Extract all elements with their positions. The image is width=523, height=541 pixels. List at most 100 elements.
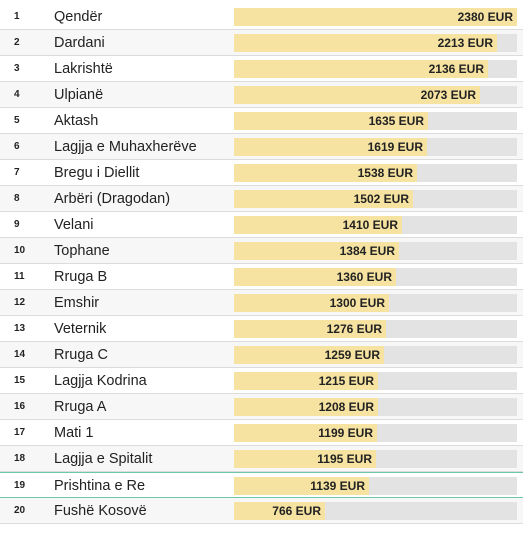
bar-track: 1360 EUR (234, 268, 517, 286)
bar-value-label: 1360 EUR (336, 270, 392, 284)
bar-value-label: 1208 EUR (318, 400, 374, 414)
bar (234, 398, 378, 416)
bar-track: 1276 EUR (234, 320, 517, 338)
bar (234, 294, 389, 312)
bar-value-label: 1538 EUR (357, 166, 413, 180)
bar-value-label: 1195 EUR (317, 452, 372, 466)
table-row: 2 Dardani 2213 EUR (0, 30, 523, 56)
bar (234, 60, 488, 78)
bar (234, 346, 384, 364)
bar-track: 1502 EUR (234, 190, 517, 208)
table-row: 7 Bregu i Diellit 1538 EUR (0, 160, 523, 186)
bar-track: 1635 EUR (234, 112, 517, 130)
neighborhood-name: Rruga C (54, 347, 108, 363)
neighborhood-name: Qendër (54, 9, 103, 25)
neighborhood-name: Veternik (54, 321, 107, 337)
bar-value-label: 1410 EUR (342, 218, 398, 232)
bar-track: 1208 EUR (234, 398, 517, 416)
table-row: 14 Rruga C 1259 EUR (0, 342, 523, 368)
table-row: 11 Rruga B 1360 EUR (0, 264, 523, 290)
bar (234, 164, 417, 182)
bar-track: 2073 EUR (234, 86, 517, 104)
neighborhood-name: Lakrishtë (54, 61, 113, 77)
neighborhood-name: Arbëri (Dragodan) (54, 191, 171, 207)
neighborhood-name: Tophane (54, 243, 110, 259)
bar (234, 424, 377, 442)
bar-track: 1300 EUR (234, 294, 517, 312)
bar-value-label: 1215 EUR (318, 374, 374, 388)
table-row: 8 Arbëri (Dragodan) 1502 EUR (0, 186, 523, 212)
rank-number: 19 (14, 480, 26, 491)
bar (234, 112, 428, 130)
rank-number: 18 (14, 453, 26, 464)
bar-track: 1259 EUR (234, 346, 517, 364)
neighborhood-name: Aktash (54, 113, 99, 129)
rank-number: 6 (14, 141, 20, 152)
rank-number: 4 (14, 89, 20, 100)
table-row: 20 Fushë Kosovë 766 EUR (0, 498, 523, 524)
table-row: 6 Lagjja e Muhaxherëve 1619 EUR (0, 134, 523, 160)
neighborhood-name: Prishtina e Re (54, 478, 146, 494)
bar-track: 1195 EUR (234, 450, 517, 468)
rank-number: 15 (14, 375, 26, 386)
rank-number: 12 (14, 297, 26, 308)
neighborhood-name: Rruga A (54, 399, 107, 415)
table-row: 16 Rruga A 1208 EUR (0, 394, 523, 420)
bar-track: 766 EUR (234, 502, 517, 520)
bar (234, 34, 497, 52)
bar (234, 477, 369, 495)
table-row: 13 Veternik 1276 EUR (0, 316, 523, 342)
rank-number: 16 (14, 401, 26, 412)
rank-number: 14 (14, 349, 26, 360)
bar-track: 1538 EUR (234, 164, 517, 182)
rank-number: 20 (14, 505, 26, 516)
bar (234, 138, 427, 156)
bar-value-label: 1384 EUR (339, 244, 395, 258)
bar (234, 268, 396, 286)
neighborhood-name: Emshir (54, 295, 100, 311)
bar (234, 372, 378, 390)
bar-value-label: 2073 EUR (420, 88, 476, 102)
bar-value-label: 2136 EUR (428, 62, 484, 76)
table-row: 12 Emshir 1300 EUR (0, 290, 523, 316)
bar (234, 190, 413, 208)
neighborhood-name: Dardani (54, 35, 105, 51)
rank-number: 8 (14, 193, 20, 204)
table-row: 1 Qendër 2380 EUR (0, 4, 523, 30)
rank-number: 13 (14, 323, 26, 334)
table-row: 3 Lakrishtë 2136 EUR (0, 56, 523, 82)
rank-number: 11 (14, 271, 25, 282)
bar (234, 320, 386, 338)
bar-value-label: 1619 EUR (367, 140, 423, 154)
table-row: 17 Mati 1 1199 EUR (0, 420, 523, 446)
rank-number: 1 (14, 11, 20, 22)
rank-number: 10 (14, 245, 26, 256)
table-row: 10 Tophane 1384 EUR (0, 238, 523, 264)
neighborhood-name: Fushë Kosovë (54, 503, 147, 519)
table-row: 9 Velani 1410 EUR (0, 212, 523, 238)
neighborhood-name: Velani (54, 217, 94, 233)
bar-value-label: 2380 EUR (457, 10, 513, 24)
neighborhood-name: Mati 1 (54, 425, 94, 441)
rank-number: 9 (14, 219, 20, 230)
bar-track: 2136 EUR (234, 60, 517, 78)
table-row: 15 Lagjja Kodrina 1215 EUR (0, 368, 523, 394)
bar-value-label: 1635 EUR (368, 114, 424, 128)
bar (234, 86, 480, 104)
neighborhood-name: Lagjja e Spitalit (54, 451, 153, 467)
rank-number: 17 (14, 427, 26, 438)
bar-value-label: 2213 EUR (437, 36, 493, 50)
table-row: 19 Prishtina e Re 1139 EUR (0, 472, 523, 498)
bar-value-label: 1259 EUR (324, 348, 380, 362)
neighborhood-name: Lagjja Kodrina (54, 373, 147, 389)
bar (234, 216, 402, 234)
neighborhood-name: Bregu i Diellit (54, 165, 140, 181)
rank-number: 3 (14, 63, 20, 74)
bar-track: 1215 EUR (234, 372, 517, 390)
bar-track: 1199 EUR (234, 424, 517, 442)
bar-value-label: 1502 EUR (353, 192, 409, 206)
bar-value-label: 1276 EUR (326, 322, 382, 336)
neighborhood-name: Ulpianë (54, 87, 104, 103)
rank-number: 5 (14, 115, 20, 126)
